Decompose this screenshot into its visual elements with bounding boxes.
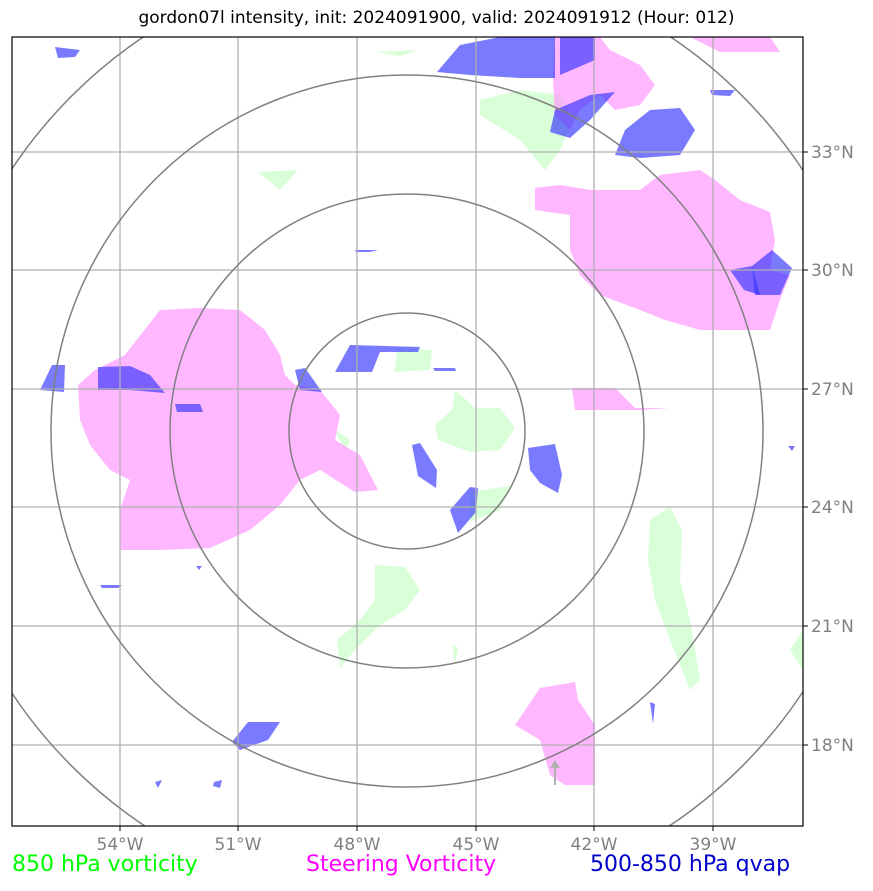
qvap-area xyxy=(433,368,456,371)
qvap-area xyxy=(295,368,322,392)
longitude-labels: 54°W 51°W 48°W 45°W 42°W 39°W xyxy=(97,835,737,855)
lat-label: 21°N xyxy=(811,617,854,637)
range-ring xyxy=(288,312,526,550)
qvap-area xyxy=(550,92,615,138)
arrow-marker xyxy=(550,760,560,785)
latitude-labels: 33°N 30°N 27°N 24°N 21°N 18°N xyxy=(811,143,854,756)
qvap-area xyxy=(155,780,162,788)
lon-label: 48°W xyxy=(334,835,381,855)
range-ring xyxy=(169,193,645,669)
steering-vorticity-layer xyxy=(78,37,790,785)
legend-850-vorticity: 850 hPa vorticity xyxy=(12,852,198,877)
qvap-area xyxy=(98,366,165,393)
qvap-area xyxy=(710,90,735,96)
qvap-layer xyxy=(40,37,795,788)
range-ring xyxy=(50,74,764,788)
qvap-area xyxy=(560,37,595,75)
qvap-area xyxy=(213,780,222,788)
lat-label: 24°N xyxy=(811,498,854,518)
vort850-area xyxy=(452,645,458,665)
vort850-area xyxy=(376,50,418,56)
steering-area xyxy=(572,388,670,410)
vort850-area xyxy=(258,170,298,190)
vort850-area xyxy=(790,630,803,670)
lon-label: 42°W xyxy=(571,835,618,855)
lon-label: 51°W xyxy=(215,835,262,855)
steering-area xyxy=(515,682,595,785)
qvap-area xyxy=(232,722,280,750)
legend-qvap: 500-850 hPa qvap xyxy=(590,852,791,877)
lon-label: 39°W xyxy=(690,835,737,855)
graticule xyxy=(12,37,803,826)
qvap-area xyxy=(450,487,478,533)
lat-label: 27°N xyxy=(811,380,854,400)
qvap-area xyxy=(100,585,122,588)
qvap-area xyxy=(40,365,65,392)
qvap-area xyxy=(615,108,695,158)
vorticity-850-layer xyxy=(258,50,803,690)
vort850-area xyxy=(470,486,510,522)
lon-label: 54°W xyxy=(97,835,144,855)
qvap-area xyxy=(55,47,80,58)
qvap-area xyxy=(412,443,437,488)
vort850-area xyxy=(435,390,515,452)
qvap-area xyxy=(788,446,795,451)
qvap-area xyxy=(528,444,562,493)
qvap-area xyxy=(196,566,202,570)
vort850-area xyxy=(480,90,575,170)
vort850-area xyxy=(335,430,350,452)
lat-label: 30°N xyxy=(811,261,854,281)
vort850-area xyxy=(648,507,700,690)
lat-label: 33°N xyxy=(811,143,854,163)
map-frame xyxy=(11,36,804,827)
qvap-area xyxy=(437,37,555,78)
vort850-area xyxy=(337,565,420,668)
qvap-area xyxy=(650,702,655,724)
qvap-area xyxy=(752,250,792,295)
map-title: gordon07l intensity, init: 2024091900, v… xyxy=(138,8,735,28)
steering-area xyxy=(78,308,378,550)
qvap-area xyxy=(730,266,760,295)
qvap-area xyxy=(355,250,378,252)
lon-label: 45°W xyxy=(453,835,500,855)
qvap-area xyxy=(175,404,203,412)
vort850-area xyxy=(394,348,432,372)
qvap-area xyxy=(335,345,420,372)
legend-steering-vorticity: Steering Vorticity xyxy=(306,852,497,877)
steering-area xyxy=(535,170,790,330)
lat-label: 18°N xyxy=(811,736,854,756)
tick-marks xyxy=(119,151,808,831)
